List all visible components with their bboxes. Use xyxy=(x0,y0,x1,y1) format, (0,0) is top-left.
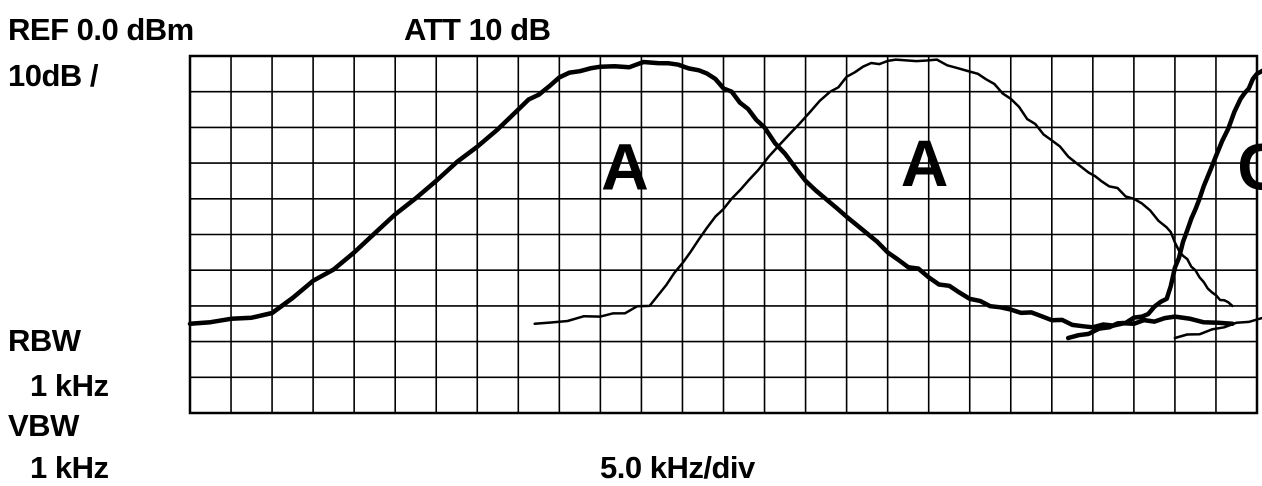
ref-level-label: REF 0.0 dBm xyxy=(8,12,194,47)
horizontal-scale-label: 5.0 kHz/div xyxy=(600,450,755,485)
attenuation-label: ATT 10 dB xyxy=(404,12,551,47)
annotation-label-c: C xyxy=(1237,130,1262,204)
annotation-label-a: A xyxy=(601,130,649,204)
plot-frame xyxy=(188,54,1259,415)
vertical-scale-label: 10dB / xyxy=(8,58,99,93)
annotation-label-a: A xyxy=(901,126,949,200)
vbw-value: 1 kHz xyxy=(30,450,109,485)
rbw-label: RBW xyxy=(8,323,81,358)
trace-1 xyxy=(187,59,1235,330)
rbw-value: 1 kHz xyxy=(30,368,109,403)
trace-2 xyxy=(533,58,1234,326)
vbw-label: VBW xyxy=(8,408,79,443)
trace-3 xyxy=(1065,68,1262,341)
